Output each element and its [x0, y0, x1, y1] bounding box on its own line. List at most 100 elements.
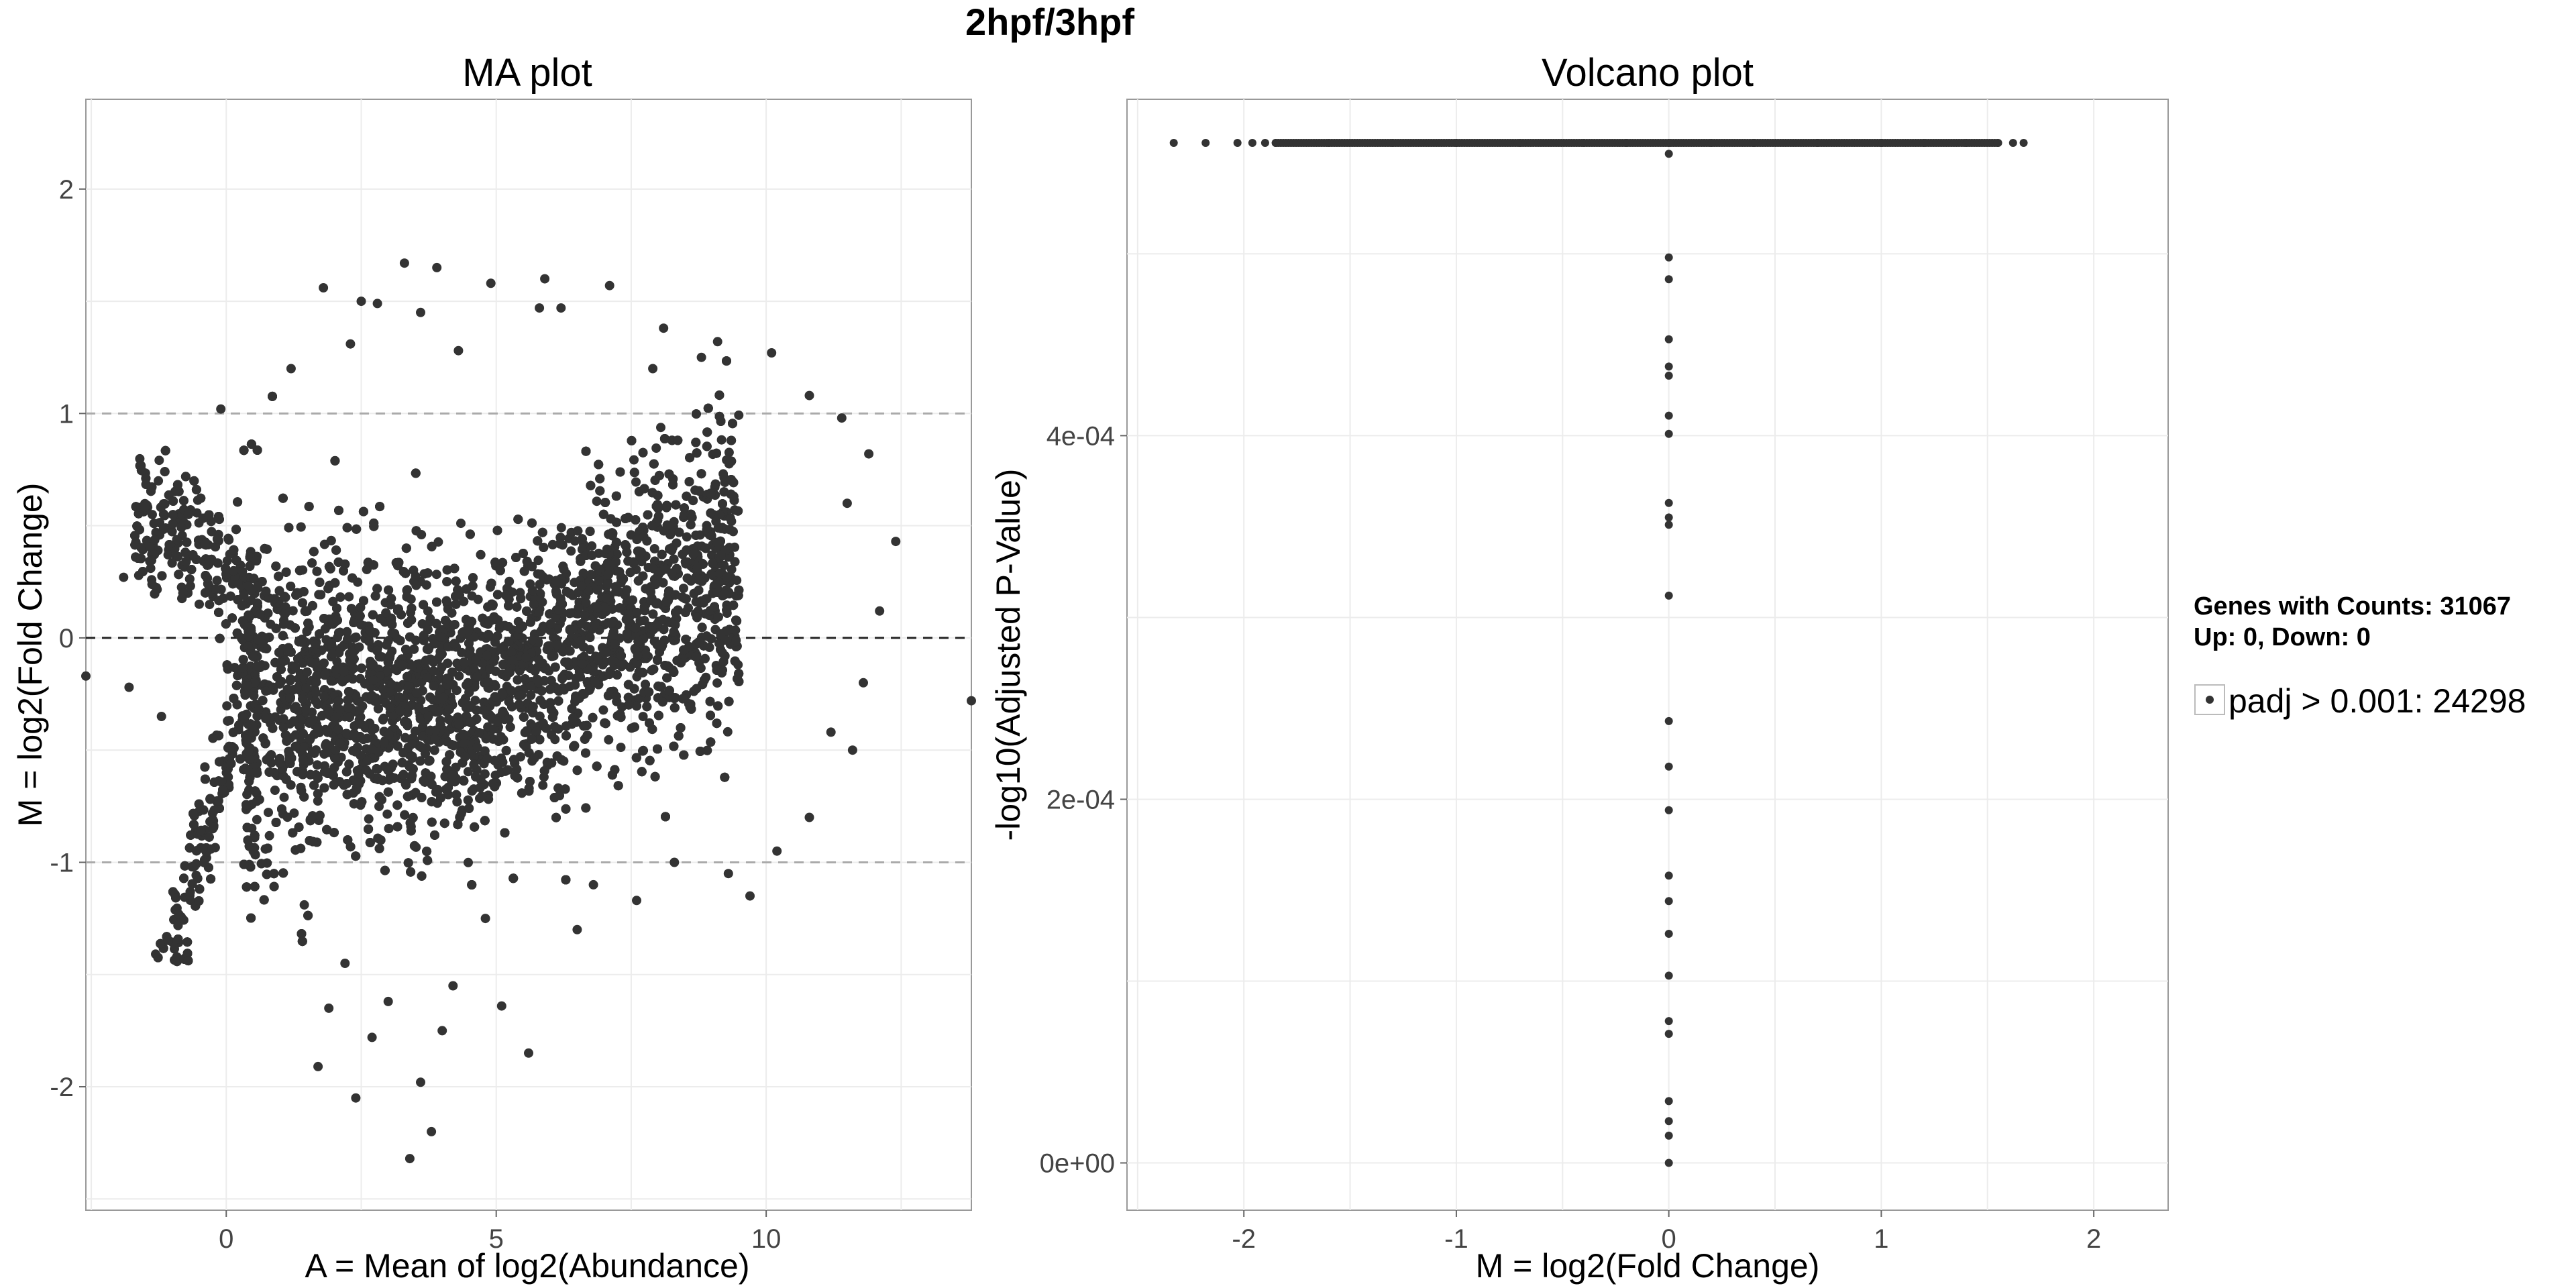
ma-data-point: [648, 364, 658, 374]
vol-data-point: [1664, 1117, 1673, 1126]
ma-data-point: [540, 274, 550, 284]
vol-data-point: [1664, 806, 1673, 814]
ma-ytick-label: -2: [50, 1073, 74, 1102]
ma-data-point: [837, 413, 847, 423]
ma-point-cloud: [130, 356, 744, 967]
ma-data-point: [696, 352, 706, 362]
volcano-plot-ylabel: -log10(Adjusted P-Value): [989, 469, 1027, 841]
ma-data-point: [767, 348, 777, 358]
vol-data-point: [1664, 930, 1673, 938]
ma-ytick-label: 1: [59, 399, 74, 429]
vol-data-point: [2008, 139, 2017, 147]
ma-data-point: [859, 678, 868, 688]
ma-data-point: [416, 1077, 425, 1087]
ma-data-point: [448, 981, 458, 991]
ma-plot: MA plot 0 5 10 -2 -1 0 1 2 A = Mean of log2(Ab…: [11, 51, 976, 1285]
vol-data-point: [1664, 1030, 1673, 1038]
ma-plot-xlabel: A = Mean of log2(Abundance): [305, 1247, 750, 1285]
ma-xtick-label: 10: [751, 1224, 782, 1254]
ma-data-point: [124, 682, 134, 692]
vol-data-point: [1664, 716, 1673, 725]
vol-xtick-label: 2: [2086, 1224, 2101, 1254]
vol-data-point: [1664, 1159, 1673, 1167]
ma-data-point: [723, 869, 733, 879]
ma-data-point: [324, 1003, 334, 1013]
ma-data-point: [195, 599, 204, 609]
ma-xtick-label: 0: [219, 1224, 233, 1254]
ma-ytick-label: -1: [50, 848, 74, 877]
vol-data-point: [1169, 139, 1178, 147]
ma-xtick-label: 5: [489, 1224, 504, 1254]
vol-data-point: [1664, 372, 1673, 380]
ma-data-point: [146, 564, 156, 574]
ma-data-point: [847, 745, 857, 755]
ma-ytick-label: 0: [59, 624, 74, 653]
ma-data-point: [826, 727, 836, 737]
ma-data-point: [427, 1126, 437, 1136]
vol-xtick-label: -1: [1444, 1224, 1468, 1254]
vol-data-point: [1664, 1017, 1673, 1026]
volcano-plot-title: Volcano plot: [1542, 51, 1754, 95]
vol-data-point: [1260, 139, 1269, 147]
ma-data-point: [437, 1026, 447, 1036]
vol-data-point: [2019, 139, 2028, 147]
vol-data-point: [1664, 253, 1673, 262]
volcano-top-band: [1271, 139, 2002, 147]
vol-ytick-label: 2e-04: [1046, 785, 1115, 814]
ma-data-point: [632, 896, 641, 906]
ma-ytick-label: 2: [59, 175, 74, 205]
ma-data-point: [432, 262, 442, 272]
legend: Genes with Counts: 31067 Up: 0, Down: 0 …: [2194, 592, 2526, 720]
ma-data-point: [81, 671, 91, 681]
legend-heading-line2: Up: 0, Down: 0: [2194, 623, 2371, 651]
vol-data-point: [1664, 971, 1673, 980]
vol-data-point: [1664, 362, 1673, 371]
vol-data-point: [1664, 762, 1673, 771]
vol-xtick-label: 0: [1662, 1224, 1676, 1254]
vol-data-point: [1664, 150, 1673, 158]
ma-data-point: [842, 498, 852, 508]
ma-data-point: [804, 390, 814, 400]
ma-data-point: [372, 299, 382, 309]
ma-data-point: [967, 696, 976, 706]
vol-xtick-label: 1: [1874, 1224, 1888, 1254]
vol-data-point: [1201, 139, 1210, 147]
ma-data-point: [572, 924, 582, 934]
ma-data-point: [356, 297, 366, 307]
ma-data-point: [383, 996, 393, 1006]
ma-data-point: [345, 339, 356, 349]
ma-data-point: [535, 303, 545, 313]
ma-plot-ylabel: M = log2(Fold Change): [11, 483, 49, 827]
ma-data-point: [772, 846, 782, 856]
vol-data-point: [1664, 275, 1673, 284]
ma-data-point: [319, 283, 329, 292]
ma-data-point: [248, 846, 258, 856]
ma-data-point: [588, 879, 598, 890]
ma-data-point: [156, 712, 166, 721]
ma-data-point: [351, 1093, 361, 1103]
ma-data-point: [669, 857, 680, 867]
ma-data-point: [712, 337, 722, 347]
vol-data-point: [1664, 429, 1673, 438]
ma-data-point: [340, 959, 350, 968]
vol-xtick-label: -2: [1232, 1224, 1256, 1254]
volcano-plot: Volcano plot -2 -1 0 1 2 0e+00 2e-04 4e-04 M =…: [989, 51, 2169, 1285]
ma-data-point: [453, 345, 464, 356]
ma-data-point: [486, 278, 496, 288]
vol-data-point: [1233, 139, 1242, 147]
ma-data-point: [604, 280, 614, 290]
ma-data-point: [399, 258, 409, 268]
vol-ytick-label: 4e-04: [1046, 421, 1115, 451]
ma-data-point: [367, 1032, 377, 1042]
vol-data-point: [1664, 1131, 1673, 1140]
ma-data-point: [416, 307, 425, 317]
ma-data-point: [286, 364, 296, 374]
legend-key-point: [2206, 696, 2214, 704]
ma-data-point: [524, 1048, 533, 1058]
ma-plot-title: MA plot: [462, 51, 592, 95]
ma-data-point: [659, 323, 669, 333]
vol-data-point: [1664, 871, 1673, 880]
ma-data-point: [405, 1154, 415, 1164]
vol-data-point: [1248, 139, 1256, 147]
